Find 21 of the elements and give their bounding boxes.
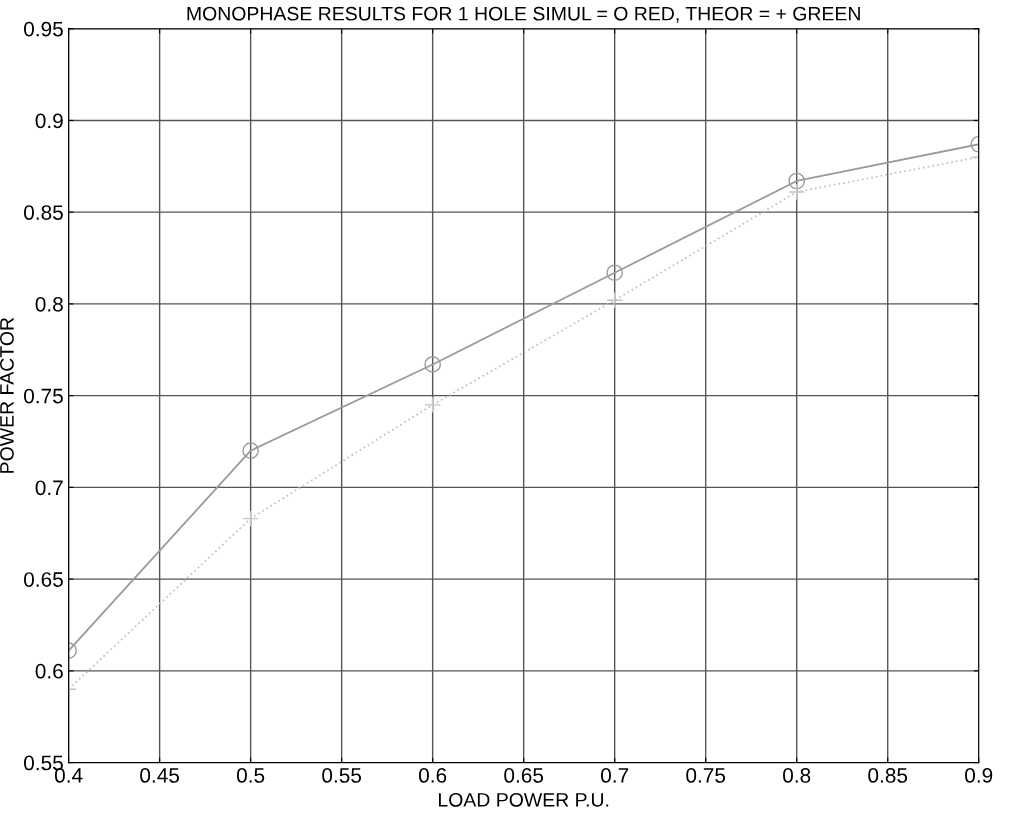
y-tick-label: 0.95 [24,21,63,37]
y-tick-label: 0.8 [35,296,63,312]
x-tick-label: 0.5 [236,768,265,783]
x-tick-label: 0.6 [418,768,447,783]
x-tick-label: 0.8 [783,768,811,783]
x-tick-label: 0.55 [322,768,362,783]
y-tick-label: 0.85 [24,205,63,220]
y-tick-label: 0.9 [35,113,63,129]
x-tick-label: 0.85 [868,768,908,783]
y-tick-label: 0.7 [35,480,63,496]
y-axis-title: POWER FACTOR [0,317,14,473]
x-tick-label: 0.65 [504,768,544,783]
x-tick-label: 0.75 [686,768,726,783]
x-tick-label: 0.7 [601,768,629,783]
y-tick-label: 0.75 [24,388,63,404]
y-tick-label: 0.6 [35,663,63,679]
x-tick-label: 0.45 [140,768,180,783]
x-tick-label: 0.9 [965,768,993,783]
y-tick-label: 0.65 [24,572,63,587]
x-axis-title: LOAD POWER P.U. [439,792,609,807]
chart-title: MONOPHASE RESULTS FOR 1 HOLE SIMUL = O RED, THEOR = + GREEN [187,6,860,23]
